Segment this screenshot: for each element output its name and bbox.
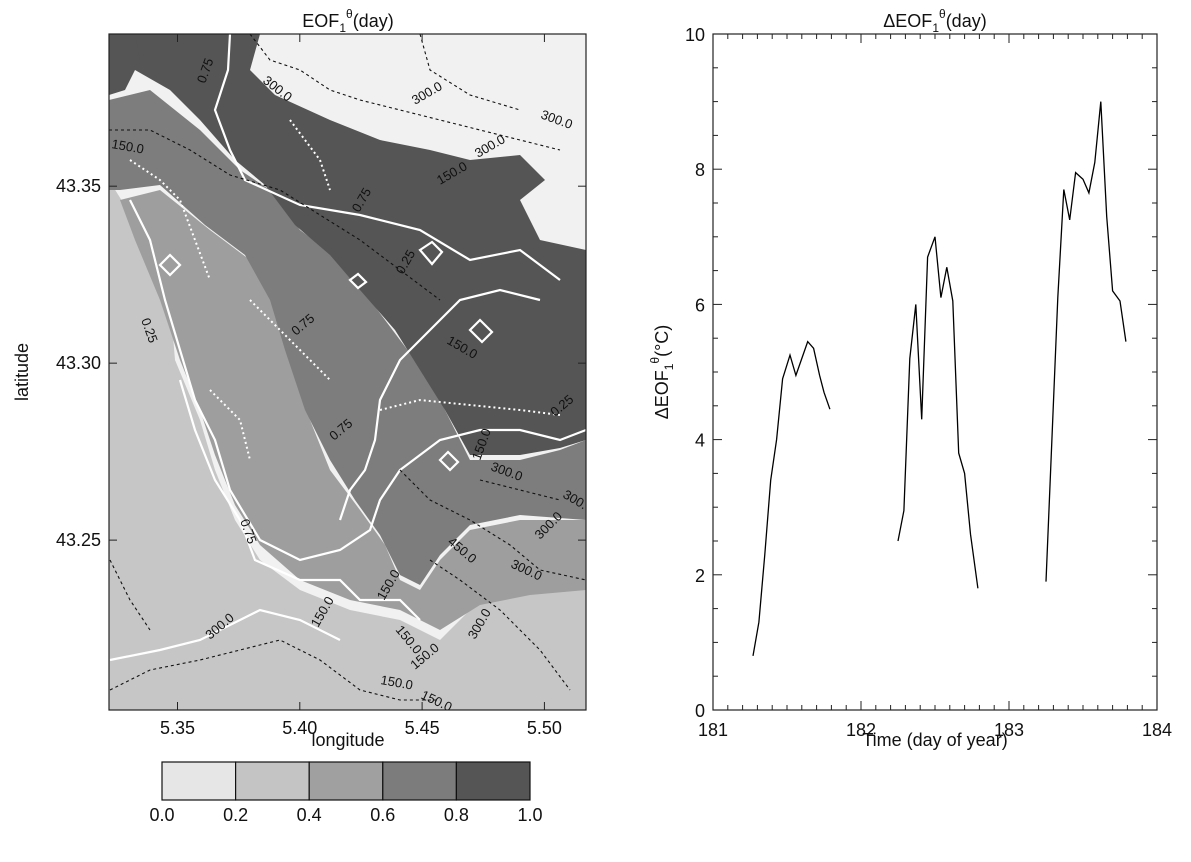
colorbar: 0.0 0.2 0.4 0.6 0.8 1.0 — [149, 761, 543, 825]
line-ylabel: ΔEOF1θ(°C) — [648, 325, 676, 420]
line-ylabel-sup: θ — [648, 357, 662, 364]
line-title-suffix: (day) — [946, 11, 987, 31]
line-frame — [712, 33, 1158, 711]
line-ticks: 181 182 183 184 0 2 4 6 8 10 — [685, 25, 1172, 740]
line-ylabel-main: ΔEOF — [652, 370, 672, 419]
line-xtick-label: 183 — [994, 720, 1024, 740]
colorbar-swatch — [308, 761, 384, 801]
colorbar-tick-label: 0.0 — [149, 805, 174, 825]
map-title: EOF1θ(day) — [302, 7, 393, 35]
map-xtick-label: 5.40 — [282, 718, 317, 738]
colorbar-swatch — [382, 761, 457, 801]
line-xlabel: Time (day of year) — [862, 730, 1007, 750]
colorbar-swatch — [161, 761, 237, 801]
map-xlabel: longitude — [311, 730, 384, 750]
map-white-dotted-contours — [129, 119, 561, 461]
map-white-contours — [109, 34, 586, 662]
colorbar-tick-label: 0.4 — [297, 805, 322, 825]
map-xtick-label: 5.45 — [405, 718, 440, 738]
line-xtick-label: 182 — [846, 720, 876, 740]
map-depth-contours — [109, 34, 586, 701]
map-region-level-3 — [109, 90, 586, 585]
colorbar-tick-label: 1.0 — [517, 805, 542, 825]
line-ytick-label: 6 — [695, 295, 705, 315]
line-title-main: ΔEOF — [883, 11, 932, 31]
map-frame — [108, 33, 587, 711]
contour-label: 150.0 — [379, 672, 414, 692]
contour-label: 150.0 — [110, 136, 145, 156]
line-series-segment — [897, 236, 979, 589]
colorbar-tick-label: 0.6 — [370, 805, 395, 825]
map-region-level-1 — [109, 180, 586, 710]
line-ytick-label: 4 — [695, 431, 705, 451]
map-ylabel: latitude — [12, 343, 32, 401]
line-series-segment — [1045, 101, 1127, 582]
line-ytick-label: 8 — [695, 160, 705, 180]
map-ytick-label: 43.25 — [56, 530, 101, 550]
line-title: ΔEOF1θ(day) — [883, 7, 986, 35]
line-xtick-label: 181 — [698, 720, 728, 740]
map-region-level-2 — [120, 190, 586, 630]
line-ytick-label: 2 — [695, 566, 705, 586]
line-title-sup: θ — [939, 7, 946, 21]
colorbar-tick-label: 0.2 — [223, 805, 248, 825]
map-title-sub: 1 — [339, 21, 346, 35]
line-ytick-label: 10 — [685, 25, 705, 45]
map-ytick-label: 43.30 — [56, 353, 101, 373]
line-series-segment — [752, 340, 831, 657]
map-title-suffix: (day) — [353, 11, 394, 31]
line-xtick-label: 184 — [1142, 720, 1172, 740]
map-panel: 300.0 300.0 300.0 300.0 150.0 150.0 150.… — [12, 7, 587, 825]
colorbar-swatch — [455, 761, 531, 801]
line-ylabel-suffix: (°C) — [652, 325, 672, 357]
map-region-level-4 — [130, 34, 586, 455]
map-xtick-label: 5.35 — [160, 718, 195, 738]
colorbar-tick-label: 0.8 — [444, 805, 469, 825]
map-field: 300.0 300.0 300.0 300.0 150.0 150.0 150.… — [109, 34, 586, 710]
map-ytick-label: 43.35 — [56, 176, 101, 196]
line-ytick-label: 0 — [695, 701, 705, 721]
line-series — [752, 101, 1127, 657]
map-title-main: EOF — [302, 11, 339, 31]
line-ylabel-sub: 1 — [662, 363, 676, 370]
map-title-sup: θ — [346, 7, 353, 21]
map-ticks: 5.35 5.40 5.45 5.50 43.25 43.30 43.35 — [56, 34, 586, 738]
colorbar-swatch — [235, 761, 310, 801]
map-region-level-4b — [109, 34, 140, 95]
line-title-sub: 1 — [932, 21, 939, 35]
map-xtick-label: 5.50 — [527, 718, 562, 738]
